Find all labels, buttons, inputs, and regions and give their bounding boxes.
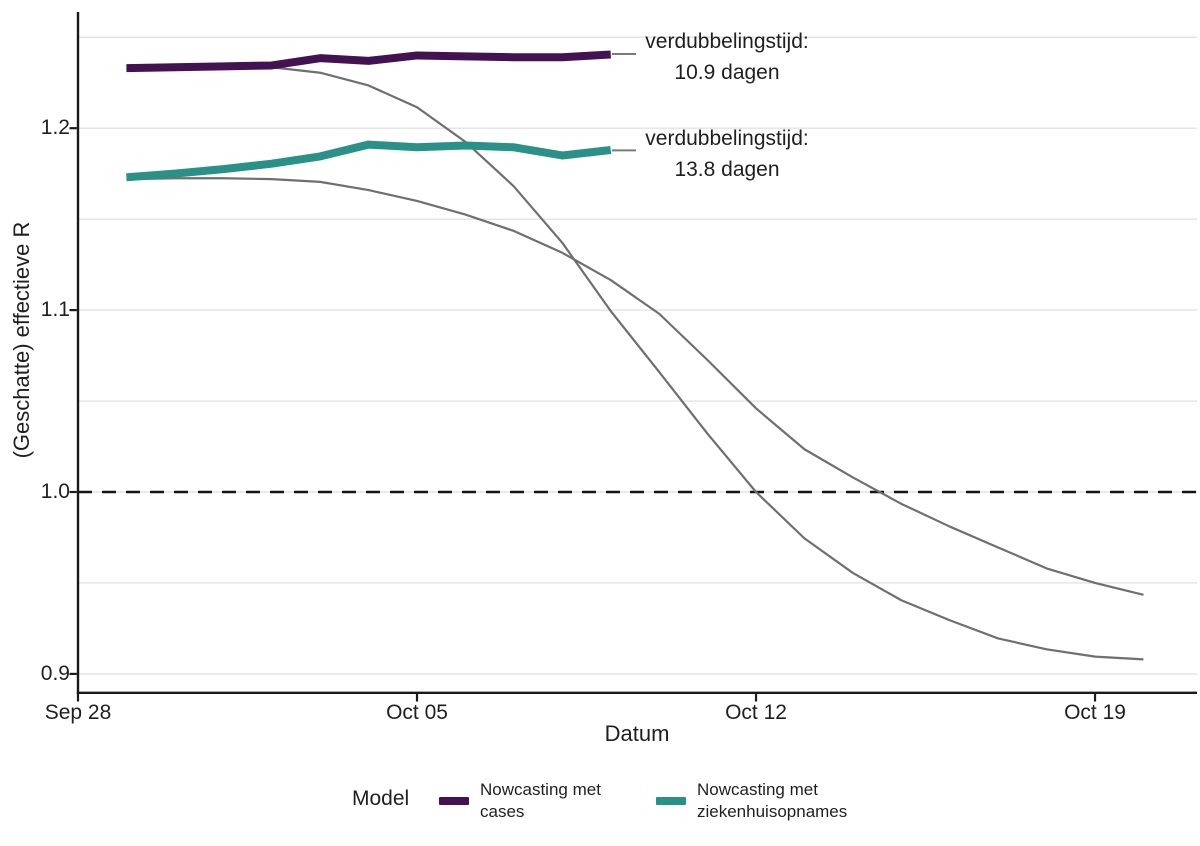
annotation-doubling-time-cases: verdubbelingstijd: 10.9 dagen <box>636 26 818 88</box>
legend-key-cases <box>439 797 469 805</box>
x-tick-label: Oct 19 <box>1064 701 1126 724</box>
series-nowcasting-met-cases <box>126 50 611 73</box>
y-axis-title: (Geschatte) effectieve R <box>9 221 34 459</box>
annotation-text: verdubbelingstijd: <box>645 127 809 150</box>
x-tick-label: Sep 28 <box>44 701 112 724</box>
legend-label-cases: Nowcasting met cases <box>480 779 601 823</box>
legend-label-line: ziekenhuisopnames <box>697 802 848 821</box>
series-projectie-cases <box>126 66 1144 661</box>
legend-label-line: Nowcasting met <box>480 780 601 799</box>
legend-title: Model <box>352 787 410 810</box>
annotation-text: verdubbelingstijd: <box>645 30 809 53</box>
x-axis-title: Datum <box>604 721 670 746</box>
series-nowcasting-met-ziekenhuisopnames <box>126 140 612 182</box>
y-tick-label: 1.1 <box>40 298 70 322</box>
legend-label-line: cases <box>480 802 525 821</box>
annotation-value: 10.9 dagen <box>674 61 780 84</box>
y-tick-label: 1.0 <box>40 480 70 503</box>
x-tick-label: Oct 05 <box>386 701 448 724</box>
x-tick-label: Oct 12 <box>725 701 787 724</box>
y-tick-label: 0.9 <box>40 661 70 685</box>
annotation-value: 13.8 dagen <box>674 158 780 181</box>
series-projectie-ziekenhuisopnames <box>126 177 1144 596</box>
y-tick-label: 1.2 <box>40 116 70 140</box>
legend-label-ziekenhuisopnames: Nowcasting met ziekenhuisopnames <box>697 779 847 823</box>
legend-label-line: Nowcasting met <box>697 780 818 799</box>
annotation-doubling-time-hospital: verdubbelingstijd: 13.8 dagen <box>636 123 818 185</box>
legend-key-ziekenhuisopnames <box>656 797 686 805</box>
